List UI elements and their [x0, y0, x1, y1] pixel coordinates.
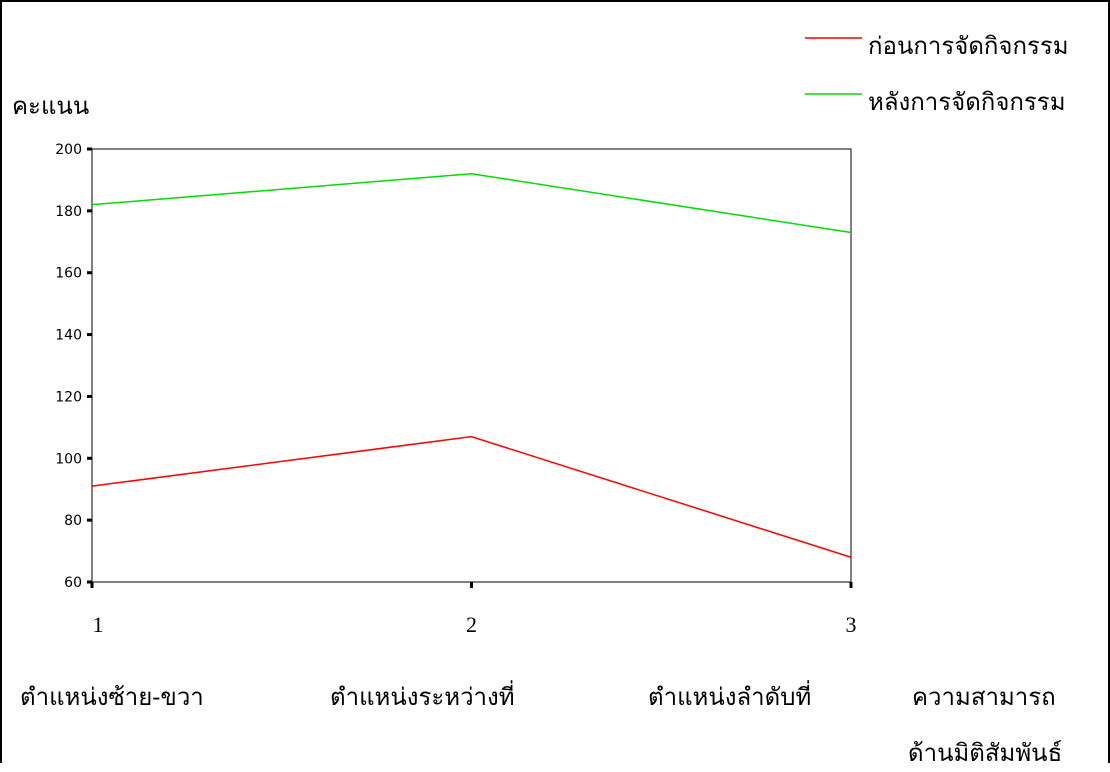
- y-tick-label: 160: [55, 266, 82, 282]
- category-label-1: ตำแหน่งซ้าย-ขวา: [20, 677, 204, 716]
- category-label-2: ตำแหน่งระหว่างที่: [330, 677, 515, 716]
- y-axis-label: คะแนน: [12, 86, 89, 125]
- series-line-1: [92, 437, 851, 558]
- y-tick-label: 100: [55, 451, 82, 467]
- x-tick-label: 1: [93, 612, 104, 637]
- legend-label-after: หลังการจัดกิจกรรม: [868, 82, 1066, 121]
- y-tick-label: 180: [55, 204, 82, 220]
- x-tick-label: 2: [466, 612, 477, 637]
- y-tick-label: 120: [55, 389, 82, 405]
- x-axis-label-line2: ด้านมิติสัมพันธ์: [908, 733, 1062, 772]
- plot-area: [92, 149, 851, 582]
- x-axis-label-line1: ความสามารถ: [912, 677, 1056, 716]
- x-tick-label: 3: [846, 612, 857, 637]
- category-label-3: ตำแหน่งลำดับที่: [648, 677, 811, 716]
- y-tick-label: 140: [55, 328, 82, 344]
- series-line-2: [92, 174, 851, 233]
- y-tick-label: 80: [64, 513, 82, 529]
- legend-label-before: ก่อนการจัดกิจกรรม: [868, 26, 1069, 65]
- y-tick-label: 200: [55, 142, 82, 158]
- y-tick-label: 60: [64, 575, 82, 591]
